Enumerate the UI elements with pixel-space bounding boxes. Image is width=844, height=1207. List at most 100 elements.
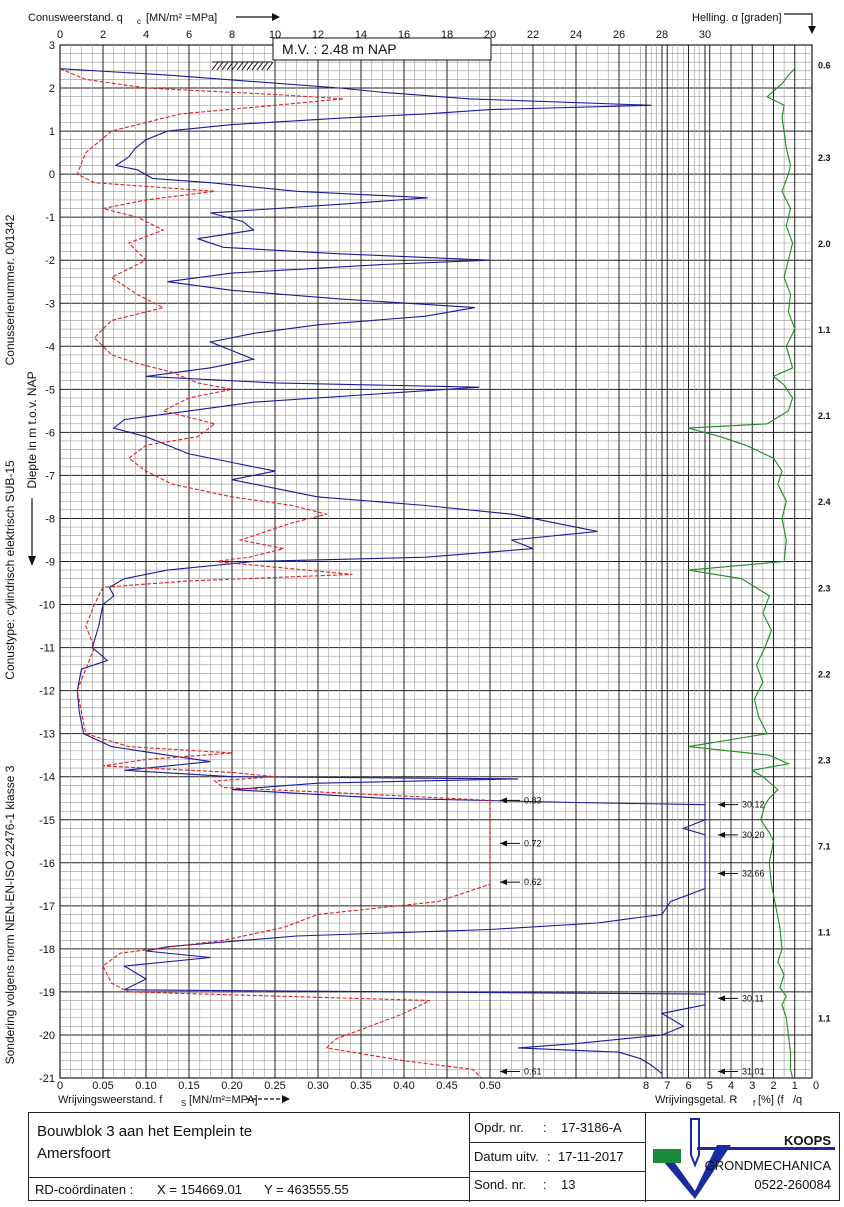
depth-tick-label: -11 xyxy=(40,643,55,655)
fs-offscale-head xyxy=(500,840,507,847)
opdr-colon: : xyxy=(543,1120,547,1135)
rf-axis-subscript: f xyxy=(753,1099,756,1108)
divider-vertical-2 xyxy=(645,1113,646,1202)
depth-tick-label: -17 xyxy=(39,901,55,913)
depth-tick-label: -1 xyxy=(45,212,55,224)
rf-axis-unit: [%] (f xyxy=(758,1094,785,1106)
sond-value: 13 xyxy=(561,1177,576,1192)
qc-tick-label: 30 xyxy=(699,29,711,41)
qc-tick-label: 4 xyxy=(143,29,149,41)
helling-label: 2.3 xyxy=(818,153,831,163)
depth-tick-label: -3 xyxy=(45,298,55,310)
depth-tick-label: -18 xyxy=(39,944,55,956)
chart-grid xyxy=(59,44,813,1079)
rf-tick-label: 0 xyxy=(813,1080,819,1092)
surface-hatch xyxy=(211,61,219,71)
qc-offscale-head xyxy=(718,831,725,838)
qc-tick-label: 6 xyxy=(186,29,192,41)
divider-vertical xyxy=(469,1113,470,1202)
fs-tick-label: 0.10 xyxy=(135,1080,156,1092)
rf-tick-label: 2 xyxy=(770,1080,776,1092)
fs-tick-label: 0.05 xyxy=(92,1080,113,1092)
qc-tick-label: 20 xyxy=(484,29,496,41)
surface-hatch xyxy=(246,61,254,71)
depth-tick-label: -8 xyxy=(45,513,55,525)
depth-arrow-head xyxy=(28,556,36,566)
depth-tick-label: -20 xyxy=(39,1030,55,1042)
qc-offscale-head xyxy=(718,1068,725,1075)
series-rf xyxy=(688,68,796,1079)
fs-tick-label: 0.45 xyxy=(436,1080,457,1092)
fs-offscale-head xyxy=(500,797,507,804)
helling-label: 2.1 xyxy=(818,411,831,421)
depth-tick-label: -4 xyxy=(45,341,55,353)
fs-offscale-label: 0.61 xyxy=(524,1067,542,1077)
opdr-value: 17-3186-A xyxy=(561,1120,622,1135)
qc-tick-label: 0 xyxy=(57,29,63,41)
rd-label: RD-coördinaten : xyxy=(35,1182,134,1197)
helling-label: 2.0 xyxy=(818,239,831,249)
fs-offscale-head xyxy=(500,1068,507,1075)
fs-tick-label: 0 xyxy=(57,1080,63,1092)
qc-tick-label: 26 xyxy=(613,29,625,41)
qc-offscale-label: 30.11 xyxy=(742,993,764,1003)
side-label: Conusserienummer. 001342 xyxy=(3,214,17,365)
fs-axis-subscript: S xyxy=(181,1099,186,1108)
fs-offscale-label: 0.83 xyxy=(524,795,542,805)
rf-tick-label: 6 xyxy=(685,1080,691,1092)
side-label: Sondering volgens norm NEN-EN-ISO 22476-… xyxy=(3,765,17,1064)
company-logo: KOOPS GRONDMECHANICA 0522-260084 xyxy=(653,1118,835,1199)
qc-offscale-head xyxy=(718,995,725,1002)
helling-arrow xyxy=(784,13,813,26)
helling-label: 7.1 xyxy=(818,842,831,852)
sond-label: Sond. nr. xyxy=(474,1177,527,1192)
company-sub: GRONDMECHANICA xyxy=(705,1158,832,1173)
qc-tick-label: 12 xyxy=(312,29,324,41)
helling-label: 2.2 xyxy=(818,669,831,679)
divider-row-2 xyxy=(469,1171,645,1172)
depth-tick-label: -19 xyxy=(39,987,55,999)
project-name-line1: Bouwblok 3 aan het Eemplein te xyxy=(37,1123,253,1140)
qc-offscale-label: 30.20 xyxy=(742,830,765,840)
qc-arrow-head xyxy=(272,13,280,21)
surface-hatch xyxy=(236,61,244,71)
fs-tick-label: 0.50 xyxy=(479,1080,500,1092)
surface-hatch xyxy=(256,61,264,71)
qc-tick-label: 10 xyxy=(269,29,281,41)
qc-tick-label: 18 xyxy=(441,29,453,41)
datum-label: Datum uitv. xyxy=(474,1149,539,1164)
datum-value: 17-11-2017 xyxy=(558,1149,624,1164)
opdr-label: Opdr. nr. xyxy=(474,1120,524,1135)
depth-tick-label: -9 xyxy=(45,557,55,569)
helling-label: 2.3 xyxy=(818,755,831,765)
helling-arrow-head xyxy=(808,26,816,34)
depth-tick-label: -2 xyxy=(45,255,55,267)
depth-tick-label: -12 xyxy=(39,686,55,698)
helling-label: 1.1 xyxy=(818,325,831,335)
rf-tick-label: 1 xyxy=(792,1080,798,1092)
rf-axis-unit-2: /q xyxy=(793,1094,802,1106)
rf-tick-label: 5 xyxy=(707,1080,713,1092)
depth-tick-label: -13 xyxy=(39,729,55,741)
sond-colon: : xyxy=(543,1177,547,1192)
depth-tick-label: -14 xyxy=(39,772,55,784)
fs-tick-label: 0.40 xyxy=(393,1080,414,1092)
depth-tick-label: -5 xyxy=(45,384,55,396)
depth-tick-label: -16 xyxy=(39,858,55,870)
datum-colon: : xyxy=(547,1149,551,1164)
qc-tick-label: 2 xyxy=(100,29,106,41)
chart-series xyxy=(59,68,796,1079)
fs-arrow-head xyxy=(282,1095,290,1103)
depth-tick-label: 1 xyxy=(49,126,55,138)
cpt-chart: M.V. : 2.48 m NAP Conusweerstand. q c [MN/… xyxy=(3,12,831,1108)
helling-label: 1.1 xyxy=(818,1014,831,1024)
title-box xyxy=(272,37,492,61)
qc-tick-label: 8 xyxy=(229,29,235,41)
fs-tick-label: 0.20 xyxy=(221,1080,242,1092)
helling-label: 2.3 xyxy=(818,583,831,593)
fs-axis-title: Wrijvingsweerstand. f xyxy=(58,1094,163,1106)
fs-offscale-label: 0.72 xyxy=(524,838,542,848)
qc-axis-unit: [MN/m² =MPa] xyxy=(146,12,217,24)
qc-axis-title: Conusweerstand. q xyxy=(28,12,123,24)
fs-offscale-head xyxy=(500,879,507,886)
